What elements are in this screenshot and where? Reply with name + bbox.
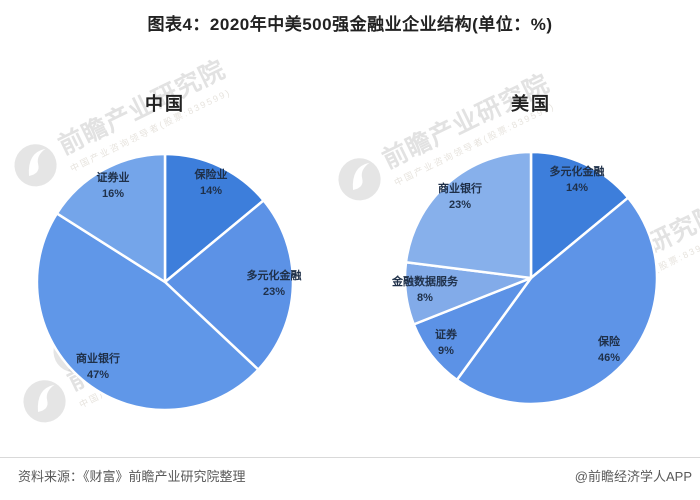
- pie-slice: [35, 212, 260, 412]
- pie-china: [35, 152, 295, 412]
- pie-slice: [55, 152, 167, 284]
- pie-slice: [404, 150, 533, 280]
- pie-slice: [455, 196, 659, 406]
- pie-slice: [163, 152, 265, 284]
- credit-label: @前瞻经济学人APP: [574, 469, 692, 484]
- pie-usa: [403, 150, 659, 406]
- pie-subtitle-china: 中国: [145, 94, 185, 114]
- chart-title: 图表4：2020年中美500强金融业企业结构(单位：%): [147, 15, 553, 34]
- source-note: 资料来源：《财富》前瞻产业研究院整理: [18, 469, 246, 484]
- footer-divider: [0, 457, 700, 458]
- pie-subtitle-usa: 美国: [511, 94, 551, 114]
- pie-slice: [163, 199, 295, 371]
- pie-slice: [529, 150, 630, 280]
